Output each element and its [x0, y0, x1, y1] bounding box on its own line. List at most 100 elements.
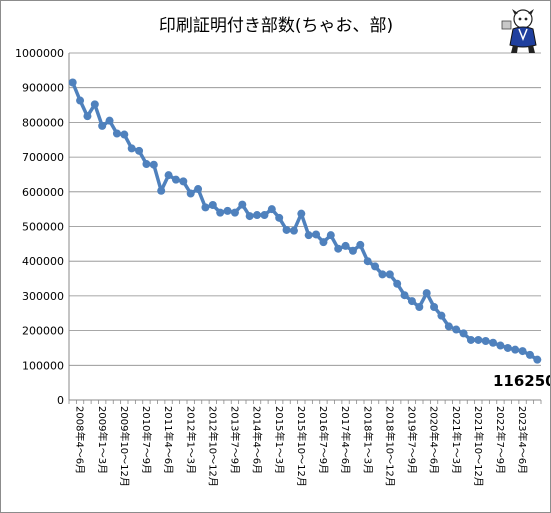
y-tick-label: 600000 — [22, 186, 64, 199]
y-tick-label: 700000 — [22, 151, 64, 164]
data-point — [157, 186, 166, 195]
data-point — [68, 78, 77, 87]
data-point — [422, 289, 431, 298]
data-point — [466, 335, 475, 344]
data-point — [481, 337, 490, 346]
x-tick-label: 2016年7〜9月 — [317, 406, 330, 474]
x-tick-label: 2020年4〜6月 — [428, 406, 441, 474]
x-tick-label: 2021年1〜3月 — [450, 406, 463, 474]
x-tick-label: 2023年4〜6月 — [516, 406, 529, 474]
data-point — [518, 347, 527, 356]
data-point — [415, 303, 424, 312]
data-point — [208, 200, 217, 209]
x-tick-label: 2018年10〜12月 — [383, 406, 396, 487]
data-point — [186, 189, 195, 198]
data-point — [282, 225, 291, 234]
data-point — [319, 238, 328, 247]
data-point — [164, 171, 173, 180]
x-tick-label: 2015年10〜12月 — [295, 406, 308, 487]
data-point — [76, 96, 85, 105]
data-point — [393, 279, 402, 288]
x-tick-label: 2019年7〜9月 — [406, 406, 419, 474]
data-point — [223, 206, 232, 215]
data-point — [489, 338, 498, 347]
data-series — [68, 78, 542, 364]
data-point — [297, 209, 306, 218]
data-point — [201, 203, 210, 212]
data-point — [112, 129, 121, 138]
data-point — [171, 175, 180, 184]
x-tick-label: 2022年7〜9月 — [494, 406, 507, 474]
data-point — [135, 146, 144, 155]
data-point — [503, 343, 512, 352]
data-point — [452, 325, 461, 334]
data-point — [216, 208, 225, 217]
data-point — [356, 240, 365, 249]
data-point — [430, 303, 439, 312]
x-tick-label: 2013年7〜9月 — [229, 406, 242, 474]
x-tick-label: 2012年1〜3月 — [184, 406, 197, 474]
data-point — [407, 297, 416, 306]
data-point — [378, 270, 387, 279]
data-point — [312, 230, 321, 239]
data-point — [230, 208, 239, 217]
data-point — [105, 116, 114, 125]
data-point — [179, 177, 188, 186]
data-point — [127, 144, 136, 153]
data-point — [267, 205, 276, 214]
data-point — [238, 200, 247, 209]
y-tick-label: 900000 — [22, 82, 64, 95]
data-point — [304, 231, 313, 240]
data-point — [348, 246, 357, 255]
gridlines — [69, 52, 541, 366]
data-point — [98, 121, 107, 130]
last-value-label: 116250 — [493, 372, 550, 390]
x-tick-label: 2014年4〜6月 — [251, 406, 264, 474]
x-tick-label: 2008年4〜6月 — [74, 406, 87, 474]
data-point — [90, 100, 99, 109]
y-tick-label: 800000 — [22, 116, 64, 129]
data-point — [474, 335, 483, 344]
chart-title: 印刷証明付き部数(ちゃお、部) — [159, 16, 393, 36]
y-tick-label: 0 — [57, 394, 64, 407]
data-point — [400, 291, 409, 300]
data-point — [363, 257, 372, 266]
data-point — [334, 244, 343, 253]
x-tick-label: 2017年4〜6月 — [339, 406, 352, 474]
data-point — [83, 112, 92, 121]
data-point — [142, 160, 151, 169]
data-point — [326, 231, 335, 240]
data-point — [437, 311, 446, 320]
data-point — [149, 160, 158, 169]
y-tick-label: 300000 — [22, 290, 64, 303]
data-point — [260, 211, 269, 220]
axes — [68, 53, 542, 404]
y-tick-label: 500000 — [22, 221, 64, 234]
data-point — [289, 226, 298, 235]
x-tick-label: 2021年10〜12月 — [472, 406, 485, 487]
data-point — [371, 262, 380, 271]
data-point — [444, 322, 453, 331]
x-tick-label: 2010年7〜9月 — [140, 406, 153, 474]
x-tick-label: 2018年1〜3月 — [361, 406, 374, 474]
x-tick-label: 2011年4〜6月 — [162, 406, 175, 474]
data-point — [194, 185, 203, 194]
x-tick-label: 2012年10〜12月 — [206, 406, 219, 487]
series-line — [71, 81, 539, 362]
data-point — [341, 241, 350, 250]
x-tick-label: 2009年10〜12月 — [118, 406, 131, 487]
data-point — [511, 345, 520, 354]
data-point — [496, 341, 505, 350]
data-point — [385, 270, 394, 279]
x-tick-label: 2015年1〜3月 — [273, 406, 286, 474]
y-tick-label: 100000 — [22, 359, 64, 372]
y-tick-label: 200000 — [22, 325, 64, 338]
data-point — [120, 130, 129, 139]
x-tick-labels: 2008年4〜6月 2009年1〜3月 2009年10〜12月 2010年7〜9月 20… — [74, 406, 530, 487]
data-point — [525, 350, 534, 359]
data-point — [275, 213, 284, 222]
y-tick-labels: 0 100000 200000 300000 400000 500000 600000 700… — [15, 47, 64, 407]
y-tick-label: 1000000 — [15, 47, 64, 60]
